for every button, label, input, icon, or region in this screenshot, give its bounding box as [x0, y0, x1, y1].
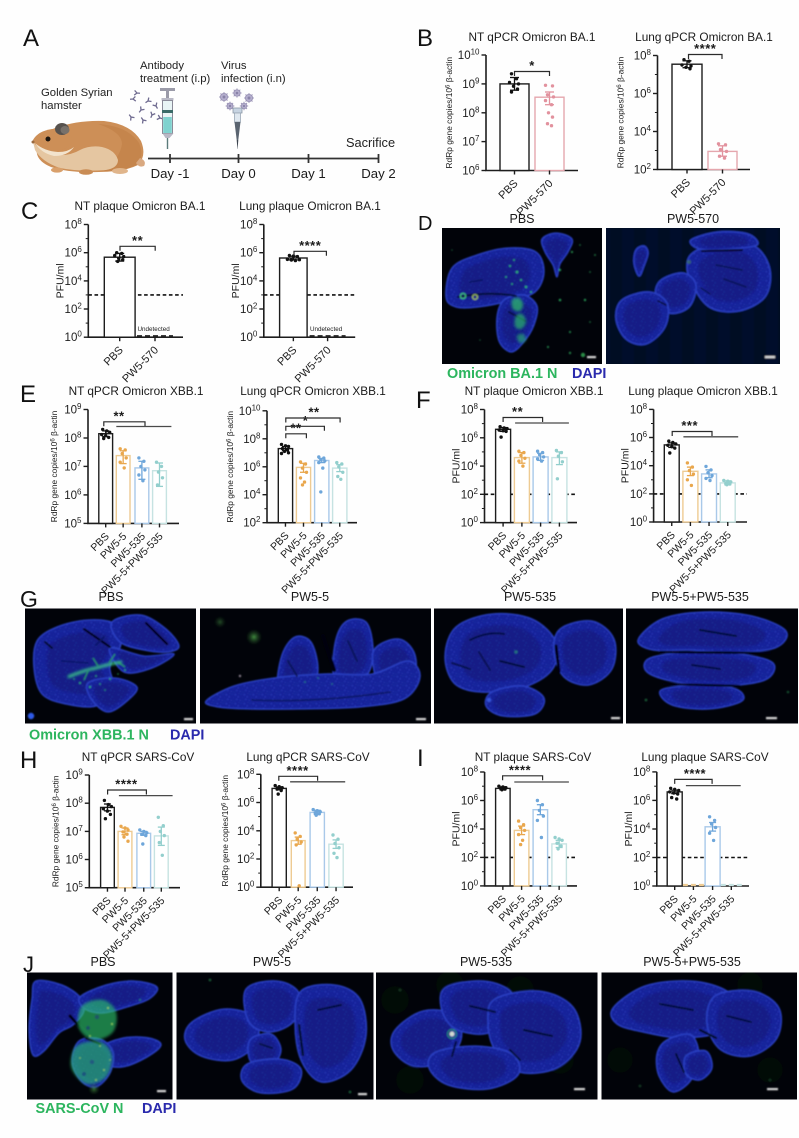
svg-text:NT plaque Omicron BA.1: NT plaque Omicron BA.1: [75, 199, 206, 213]
svg-text:J: J: [23, 952, 34, 977]
svg-text:infection (i.n): infection (i.n): [221, 73, 286, 85]
svg-text:B: B: [417, 25, 433, 52]
svg-text:RdRp gene copies/106 β-actin: RdRp gene copies/106 β-actin: [225, 411, 235, 523]
svg-text:****: ****: [299, 238, 322, 253]
svg-text:PBS: PBS: [509, 212, 534, 226]
svg-text:RdRp gene copies/106 β-actin: RdRp gene copies/106 β-actin: [49, 410, 59, 522]
svg-text:Omicron BA.1 N: Omicron BA.1 N: [447, 366, 557, 382]
svg-text:****: ****: [694, 41, 717, 56]
svg-text:**: **: [113, 408, 125, 423]
svg-text:Day -1: Day -1: [151, 166, 190, 181]
svg-text:NT plaque SARS-CoV: NT plaque SARS-CoV: [475, 750, 592, 764]
svg-text:PW5-5+PW5-535: PW5-5+PW5-535: [651, 590, 749, 604]
svg-text:C: C: [21, 198, 38, 225]
svg-text:RdRp gene copies/106 β-actin: RdRp gene copies/106 β-actin: [50, 775, 60, 887]
svg-text:Undetected: Undetected: [138, 326, 171, 333]
svg-text:*: *: [529, 58, 535, 73]
svg-text:PW5-535: PW5-535: [504, 590, 556, 604]
svg-text:*: *: [303, 413, 309, 428]
svg-text:I: I: [417, 745, 424, 772]
svg-text:D: D: [418, 213, 432, 235]
svg-text:NT qPCR Omicron XBB.1: NT qPCR Omicron XBB.1: [69, 384, 204, 398]
svg-text:DAPI: DAPI: [170, 728, 204, 744]
svg-text:PFU/ml: PFU/ml: [451, 449, 463, 484]
svg-text:PFU/ml: PFU/ml: [230, 263, 242, 298]
svg-text:**: **: [132, 233, 144, 248]
svg-text:Omicron XBB.1 N: Omicron XBB.1 N: [29, 728, 149, 744]
svg-text:**: **: [308, 405, 320, 420]
svg-text:****: ****: [684, 766, 707, 781]
svg-text:Lung qPCR Omicron XBB.1: Lung qPCR Omicron XBB.1: [240, 384, 386, 398]
svg-text:F: F: [416, 387, 431, 414]
svg-text:Lung plaque Omicron XBB.1: Lung plaque Omicron XBB.1: [628, 384, 778, 398]
svg-text:****: ****: [509, 762, 532, 777]
svg-text:PBS: PBS: [98, 590, 123, 604]
svg-text:PFU/ml: PFU/ml: [54, 263, 66, 298]
svg-text:Virus: Virus: [221, 60, 247, 72]
svg-text:NT qPCR Omicron BA.1: NT qPCR Omicron BA.1: [469, 30, 596, 44]
svg-text:Day 2: Day 2: [361, 166, 395, 181]
svg-text:PFU/ml: PFU/ml: [623, 811, 635, 846]
svg-text:**: **: [290, 420, 302, 435]
svg-text:Lung plaque Omicron BA.1: Lung plaque Omicron BA.1: [239, 199, 381, 213]
svg-text:***: ***: [681, 418, 698, 433]
svg-text:H: H: [20, 747, 37, 774]
svg-text:PBS: PBS: [90, 955, 115, 969]
svg-text:Day 1: Day 1: [291, 166, 325, 181]
svg-text:Lung plaque SARS-CoV: Lung plaque SARS-CoV: [641, 750, 768, 764]
svg-text:PW5-570: PW5-570: [667, 212, 719, 226]
svg-text:****: ****: [115, 777, 138, 792]
svg-text:Golden Syrian: Golden Syrian: [41, 87, 113, 99]
svg-text:NT plaque Omicron XBB.1: NT plaque Omicron XBB.1: [465, 384, 604, 398]
svg-text:A: A: [23, 25, 39, 52]
svg-text:hamster: hamster: [41, 100, 82, 112]
svg-text:Undetected: Undetected: [310, 326, 343, 333]
svg-text:PW5-5: PW5-5: [253, 955, 291, 969]
svg-text:PW5-535: PW5-535: [460, 955, 512, 969]
svg-text:RdRp gene copies/106 β-actin: RdRp gene copies/106 β-actin: [220, 775, 230, 887]
svg-text:****: ****: [286, 763, 309, 778]
svg-text:DAPI: DAPI: [572, 366, 606, 382]
svg-text:E: E: [20, 381, 36, 408]
svg-text:**: **: [512, 404, 524, 419]
svg-text:SARS-CoV N: SARS-CoV N: [36, 1101, 124, 1117]
svg-text:DAPI: DAPI: [142, 1101, 176, 1117]
svg-text:RdRp gene copies/106 β-actin: RdRp gene copies/106 β-actin: [616, 56, 626, 168]
svg-text:Lung qPCR Omicron BA.1: Lung qPCR Omicron BA.1: [635, 30, 773, 44]
svg-text:PW5-5: PW5-5: [291, 590, 329, 604]
svg-text:PFU/ml: PFU/ml: [451, 811, 463, 846]
svg-text:NT qPCR SARS-CoV: NT qPCR SARS-CoV: [82, 750, 195, 764]
svg-text:Day 0: Day 0: [221, 166, 255, 181]
svg-text:Sacrifice: Sacrifice: [346, 135, 395, 150]
svg-text:Lung qPCR SARS-CoV: Lung qPCR SARS-CoV: [246, 750, 369, 764]
svg-text:G: G: [20, 586, 38, 612]
svg-text:Antibody: Antibody: [140, 60, 184, 72]
svg-text:PFU/ml: PFU/ml: [620, 448, 632, 483]
svg-text:RdRp gene copies/106 β-actin: RdRp gene copies/106 β-actin: [444, 57, 454, 169]
svg-text:treatment (i.p): treatment (i.p): [140, 73, 211, 85]
svg-text:PW5-5+PW5-535: PW5-5+PW5-535: [643, 955, 741, 969]
